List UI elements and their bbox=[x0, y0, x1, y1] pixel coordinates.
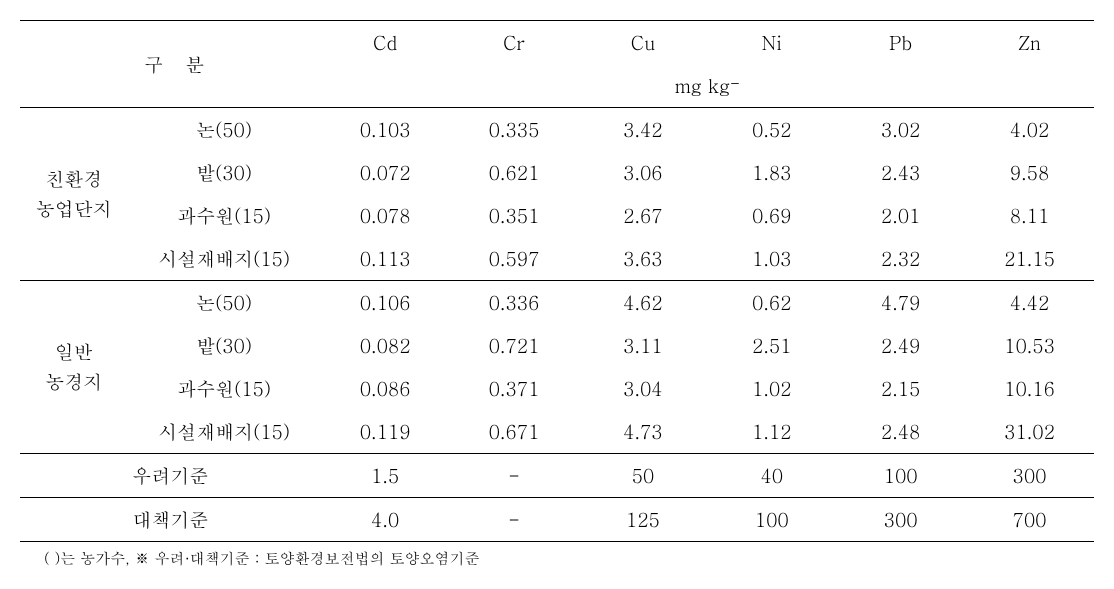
group-label-2: 일반 농경지 bbox=[20, 281, 127, 454]
table-cell: 0.721 bbox=[450, 324, 579, 367]
table-cell: 50 bbox=[578, 454, 707, 498]
table-cell: 논(50) bbox=[127, 281, 320, 325]
table-cell: 9.58 bbox=[965, 151, 1094, 194]
standard-label-2: 대책기준 bbox=[20, 498, 321, 542]
table-cell: 4.62 bbox=[578, 281, 707, 325]
table-cell: 0.69 bbox=[707, 194, 836, 237]
table-cell: 2.15 bbox=[836, 367, 965, 410]
table-cell: 0.072 bbox=[321, 151, 450, 194]
table-cell: 125 bbox=[578, 498, 707, 542]
table-cell: 0.335 bbox=[450, 108, 579, 152]
table-cell: 2.67 bbox=[578, 194, 707, 237]
table-cell: 논(50) bbox=[127, 108, 320, 152]
standard-label-1: 우려기준 bbox=[20, 454, 321, 498]
table-cell: 2.49 bbox=[836, 324, 965, 367]
table-cell: 0.113 bbox=[321, 237, 450, 281]
group-1-line1: 친환경 bbox=[45, 165, 102, 192]
col-header-cd: Cd bbox=[321, 21, 450, 65]
table-cell: 0.371 bbox=[450, 367, 579, 410]
group-label-1: 친환경 농업단지 bbox=[20, 108, 127, 281]
table-cell: 40 bbox=[707, 454, 836, 498]
table-cell: 0.082 bbox=[321, 324, 450, 367]
table-cell: 3.42 bbox=[578, 108, 707, 152]
table-cell: 4.0 bbox=[321, 498, 450, 542]
table-cell: 0.336 bbox=[450, 281, 579, 325]
table-cell: 1.5 bbox=[321, 454, 450, 498]
table-cell: 2.01 bbox=[836, 194, 965, 237]
unit-label: mg kg⁻ bbox=[321, 64, 1094, 108]
table-cell: 0.078 bbox=[321, 194, 450, 237]
table-cell: - bbox=[450, 498, 579, 542]
col-header-zn: Zn bbox=[965, 21, 1094, 65]
table-cell: 3.63 bbox=[578, 237, 707, 281]
table-cell: 과수원(15) bbox=[127, 367, 320, 410]
group-1-line2: 농업단지 bbox=[36, 195, 112, 222]
table-cell: 2.32 bbox=[836, 237, 965, 281]
table-cell: 3.02 bbox=[836, 108, 965, 152]
table-cell: 2.48 bbox=[836, 410, 965, 454]
header-category-label: 구 분 bbox=[20, 21, 321, 108]
table-cell: 4.02 bbox=[965, 108, 1094, 152]
table-cell: 0.62 bbox=[707, 281, 836, 325]
col-header-cu: Cu bbox=[578, 21, 707, 65]
footnote-text: ( )는 농가수, ※ 우려·대책기준 : 토양환경보전법의 토양오염기준 bbox=[20, 542, 1094, 569]
table-cell: 과수원(15) bbox=[127, 194, 320, 237]
table-cell: 300 bbox=[836, 498, 965, 542]
table-cell: 1.03 bbox=[707, 237, 836, 281]
table-cell: 0.351 bbox=[450, 194, 579, 237]
table-cell: 10.16 bbox=[965, 367, 1094, 410]
data-table: 구 분 Cd Cr Cu Ni Pb Zn mg kg⁻ 친환경 농업단지 논(… bbox=[20, 20, 1094, 542]
table-cell: 4.73 bbox=[578, 410, 707, 454]
table-cell: 0.671 bbox=[450, 410, 579, 454]
table-cell: 100 bbox=[707, 498, 836, 542]
table-cell: 0.103 bbox=[321, 108, 450, 152]
group-2-line2: 농경지 bbox=[45, 368, 102, 395]
table-cell: 3.06 bbox=[578, 151, 707, 194]
table-cell: 2.43 bbox=[836, 151, 965, 194]
table-cell: 1.83 bbox=[707, 151, 836, 194]
col-header-pb: Pb bbox=[836, 21, 965, 65]
table-cell: 0.086 bbox=[321, 367, 450, 410]
table-cell: 시설재배지(15) bbox=[127, 410, 320, 454]
group-2-line1: 일반 bbox=[55, 338, 93, 365]
table-cell: 10.53 bbox=[965, 324, 1094, 367]
table-cell: 4.79 bbox=[836, 281, 965, 325]
table-cell: 시설재배지(15) bbox=[127, 237, 320, 281]
col-header-cr: Cr bbox=[450, 21, 579, 65]
table-cell: 3.04 bbox=[578, 367, 707, 410]
table-cell: 21.15 bbox=[965, 237, 1094, 281]
table-cell: 0.621 bbox=[450, 151, 579, 194]
table-cell: 31.02 bbox=[965, 410, 1094, 454]
table-cell: 100 bbox=[836, 454, 965, 498]
table-cell: 2.51 bbox=[707, 324, 836, 367]
table-cell: 4.42 bbox=[965, 281, 1094, 325]
table-cell: 0.119 bbox=[321, 410, 450, 454]
table-cell: 1.02 bbox=[707, 367, 836, 410]
table-cell: 0.597 bbox=[450, 237, 579, 281]
table-cell: 8.11 bbox=[965, 194, 1094, 237]
table-cell: - bbox=[450, 454, 579, 498]
table-cell: 300 bbox=[965, 454, 1094, 498]
table-cell: 700 bbox=[965, 498, 1094, 542]
table-cell: 0.52 bbox=[707, 108, 836, 152]
col-header-ni: Ni bbox=[707, 21, 836, 65]
table-cell: 밭(30) bbox=[127, 151, 320, 194]
table-cell: 3.11 bbox=[578, 324, 707, 367]
table-cell: 0.106 bbox=[321, 281, 450, 325]
table-cell: 밭(30) bbox=[127, 324, 320, 367]
table-cell: 1.12 bbox=[707, 410, 836, 454]
